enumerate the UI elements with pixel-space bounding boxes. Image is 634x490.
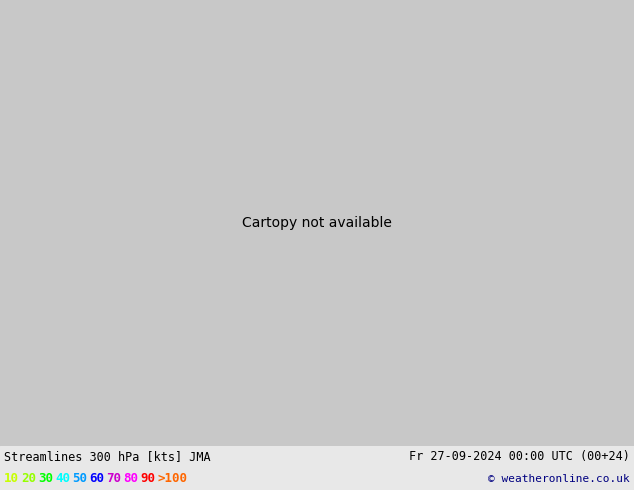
Text: Fr 27-09-2024 00:00 UTC (00+24): Fr 27-09-2024 00:00 UTC (00+24) bbox=[409, 450, 630, 464]
Text: © weatheronline.co.uk: © weatheronline.co.uk bbox=[488, 474, 630, 484]
Text: Streamlines 300 hPa [kts] JMA: Streamlines 300 hPa [kts] JMA bbox=[4, 450, 210, 464]
Text: 90: 90 bbox=[140, 472, 155, 486]
Text: 80: 80 bbox=[123, 472, 138, 486]
Text: 70: 70 bbox=[106, 472, 121, 486]
Text: 10: 10 bbox=[4, 472, 19, 486]
Text: >100: >100 bbox=[157, 472, 187, 486]
Text: Cartopy not available: Cartopy not available bbox=[242, 216, 392, 230]
Text: 50: 50 bbox=[72, 472, 87, 486]
Text: 40: 40 bbox=[55, 472, 70, 486]
Text: 30: 30 bbox=[38, 472, 53, 486]
Text: 20: 20 bbox=[21, 472, 36, 486]
Text: 60: 60 bbox=[89, 472, 104, 486]
